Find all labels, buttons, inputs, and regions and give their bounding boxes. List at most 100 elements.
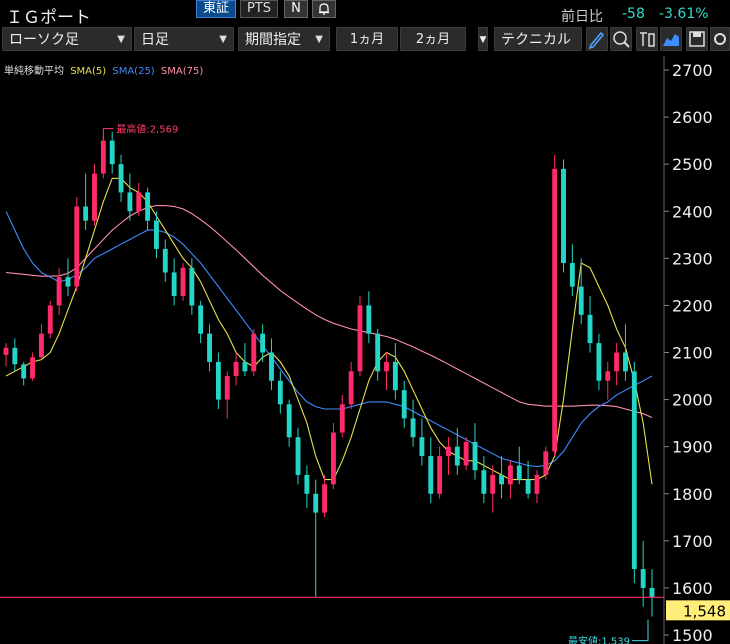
candle-body bbox=[587, 314, 593, 344]
candle-body bbox=[145, 192, 151, 221]
candle-body bbox=[65, 277, 71, 287]
candle-body bbox=[207, 333, 212, 362]
news-n-button[interactable]: N bbox=[284, 0, 308, 18]
y-tick-label: 2700 bbox=[672, 61, 713, 80]
chevron-down-icon: ▼ bbox=[315, 34, 323, 45]
legend-title: 単純移動平均 bbox=[4, 66, 64, 77]
y-tick-label: 2100 bbox=[672, 344, 713, 363]
candle-body bbox=[446, 446, 451, 457]
candle-body bbox=[605, 371, 611, 381]
candle-body bbox=[154, 220, 159, 249]
chart-type-label: ローソク足 bbox=[9, 32, 79, 48]
candle-body bbox=[401, 390, 407, 419]
stock-name: ＩＧポート bbox=[6, 8, 91, 28]
y-tick-label: 2600 bbox=[672, 108, 713, 127]
legend-sma5: SMA(5) bbox=[70, 66, 107, 77]
candle-body bbox=[543, 451, 549, 475]
candles bbox=[3, 131, 655, 617]
low-label: 最安値:1,539 bbox=[568, 635, 630, 644]
y-tick-label: 2500 bbox=[672, 155, 713, 174]
pencil-icon[interactable] bbox=[586, 27, 608, 51]
y-tick-label: 1600 bbox=[672, 579, 713, 598]
candle-body bbox=[375, 333, 381, 372]
chevron-down-icon: ▼ bbox=[117, 34, 125, 45]
candle-body bbox=[472, 441, 478, 471]
candle-body bbox=[313, 493, 319, 513]
candle-body bbox=[640, 569, 646, 588]
header-bar: ＩＧポート 東証 PTS N 前日比 -58 -3.61% bbox=[0, 0, 730, 28]
change-label: 前日比 bbox=[561, 9, 603, 25]
candle-body bbox=[525, 479, 531, 494]
candle-body bbox=[552, 168, 558, 452]
change-percent: -3.61% bbox=[659, 6, 709, 22]
candle-body bbox=[180, 267, 186, 296]
range-more-icon[interactable]: ▼ bbox=[478, 27, 488, 51]
candle-body bbox=[384, 361, 389, 372]
period-select[interactable]: 期間指定 ▼ bbox=[238, 27, 330, 51]
candle-body bbox=[233, 361, 239, 377]
output-icon[interactable] bbox=[636, 27, 658, 51]
candle-body bbox=[118, 164, 124, 193]
market-tse-tab[interactable]: 東証 bbox=[196, 0, 237, 18]
candle-body bbox=[100, 140, 106, 174]
y-axis-ticks: 2700 2600 2500 2400 2300 2200 2100 2000 1900 1800… bbox=[672, 61, 713, 644]
bell-icon[interactable] bbox=[312, 0, 336, 18]
market-pts-tab[interactable]: PTS bbox=[240, 0, 279, 18]
candle-body bbox=[224, 376, 230, 400]
candle-body bbox=[189, 267, 195, 306]
candle-body bbox=[215, 361, 221, 400]
candle-body bbox=[348, 371, 354, 405]
interval-select[interactable]: 日足 ▼ bbox=[134, 27, 234, 51]
candle-body bbox=[419, 437, 425, 457]
legend-sma25: SMA(25) bbox=[112, 66, 155, 77]
candle-body bbox=[454, 446, 460, 466]
candle-body bbox=[490, 474, 496, 494]
candle-body bbox=[269, 352, 274, 381]
candle-body bbox=[56, 277, 62, 306]
candle-body bbox=[109, 140, 115, 165]
candle-body bbox=[339, 404, 345, 433]
settings-icon[interactable] bbox=[710, 27, 730, 51]
y-tick-label: 1800 bbox=[672, 485, 713, 504]
candle-body bbox=[295, 437, 301, 475]
candle-body bbox=[286, 404, 292, 438]
candle-body bbox=[649, 587, 655, 598]
candle-body bbox=[516, 465, 522, 480]
candle-body bbox=[83, 206, 89, 221]
period-label: 期間指定 bbox=[245, 32, 301, 48]
save-icon[interactable] bbox=[686, 27, 708, 51]
y-tick-label: 1700 bbox=[672, 532, 713, 551]
candle-body bbox=[3, 347, 9, 355]
candle-body bbox=[463, 441, 469, 466]
chevron-down-icon: ▼ bbox=[219, 34, 227, 45]
interval-label: 日足 bbox=[141, 32, 169, 48]
grid bbox=[664, 69, 669, 636]
low-marker bbox=[632, 619, 649, 642]
candle-body bbox=[242, 361, 248, 372]
candle-body bbox=[392, 361, 398, 391]
change-value: -58 bbox=[622, 6, 645, 22]
y-tick-label: 2200 bbox=[672, 296, 713, 315]
candle-body bbox=[507, 465, 513, 485]
candle-body bbox=[74, 206, 80, 287]
legend-sma75: SMA(75) bbox=[160, 66, 204, 77]
candle-body bbox=[38, 333, 44, 358]
candle-body bbox=[330, 432, 336, 485]
area-chart-icon[interactable] bbox=[660, 27, 682, 51]
zoom-icon[interactable] bbox=[610, 27, 632, 51]
range-2m-button[interactable]: 2ヵ月 bbox=[400, 27, 466, 51]
chart-type-select[interactable]: ローソク足 ▼ bbox=[2, 27, 132, 51]
technical-select[interactable]: テクニカル bbox=[494, 27, 582, 51]
candle-body bbox=[428, 456, 434, 494]
price-chart[interactable]: 2700 2600 2500 2400 2300 2200 2100 2000 1900 1800… bbox=[0, 56, 730, 644]
candle-body bbox=[162, 248, 168, 273]
candle-body bbox=[47, 305, 53, 334]
range-1m-button[interactable]: 1ヵ月 bbox=[336, 27, 398, 51]
candle-body bbox=[322, 484, 328, 513]
candle-body bbox=[357, 305, 363, 372]
y-tick-label: 2400 bbox=[672, 202, 713, 221]
candle-body bbox=[578, 286, 584, 315]
current-price-tag bbox=[666, 600, 730, 621]
candle-body bbox=[277, 380, 283, 405]
candle-body bbox=[366, 305, 372, 334]
